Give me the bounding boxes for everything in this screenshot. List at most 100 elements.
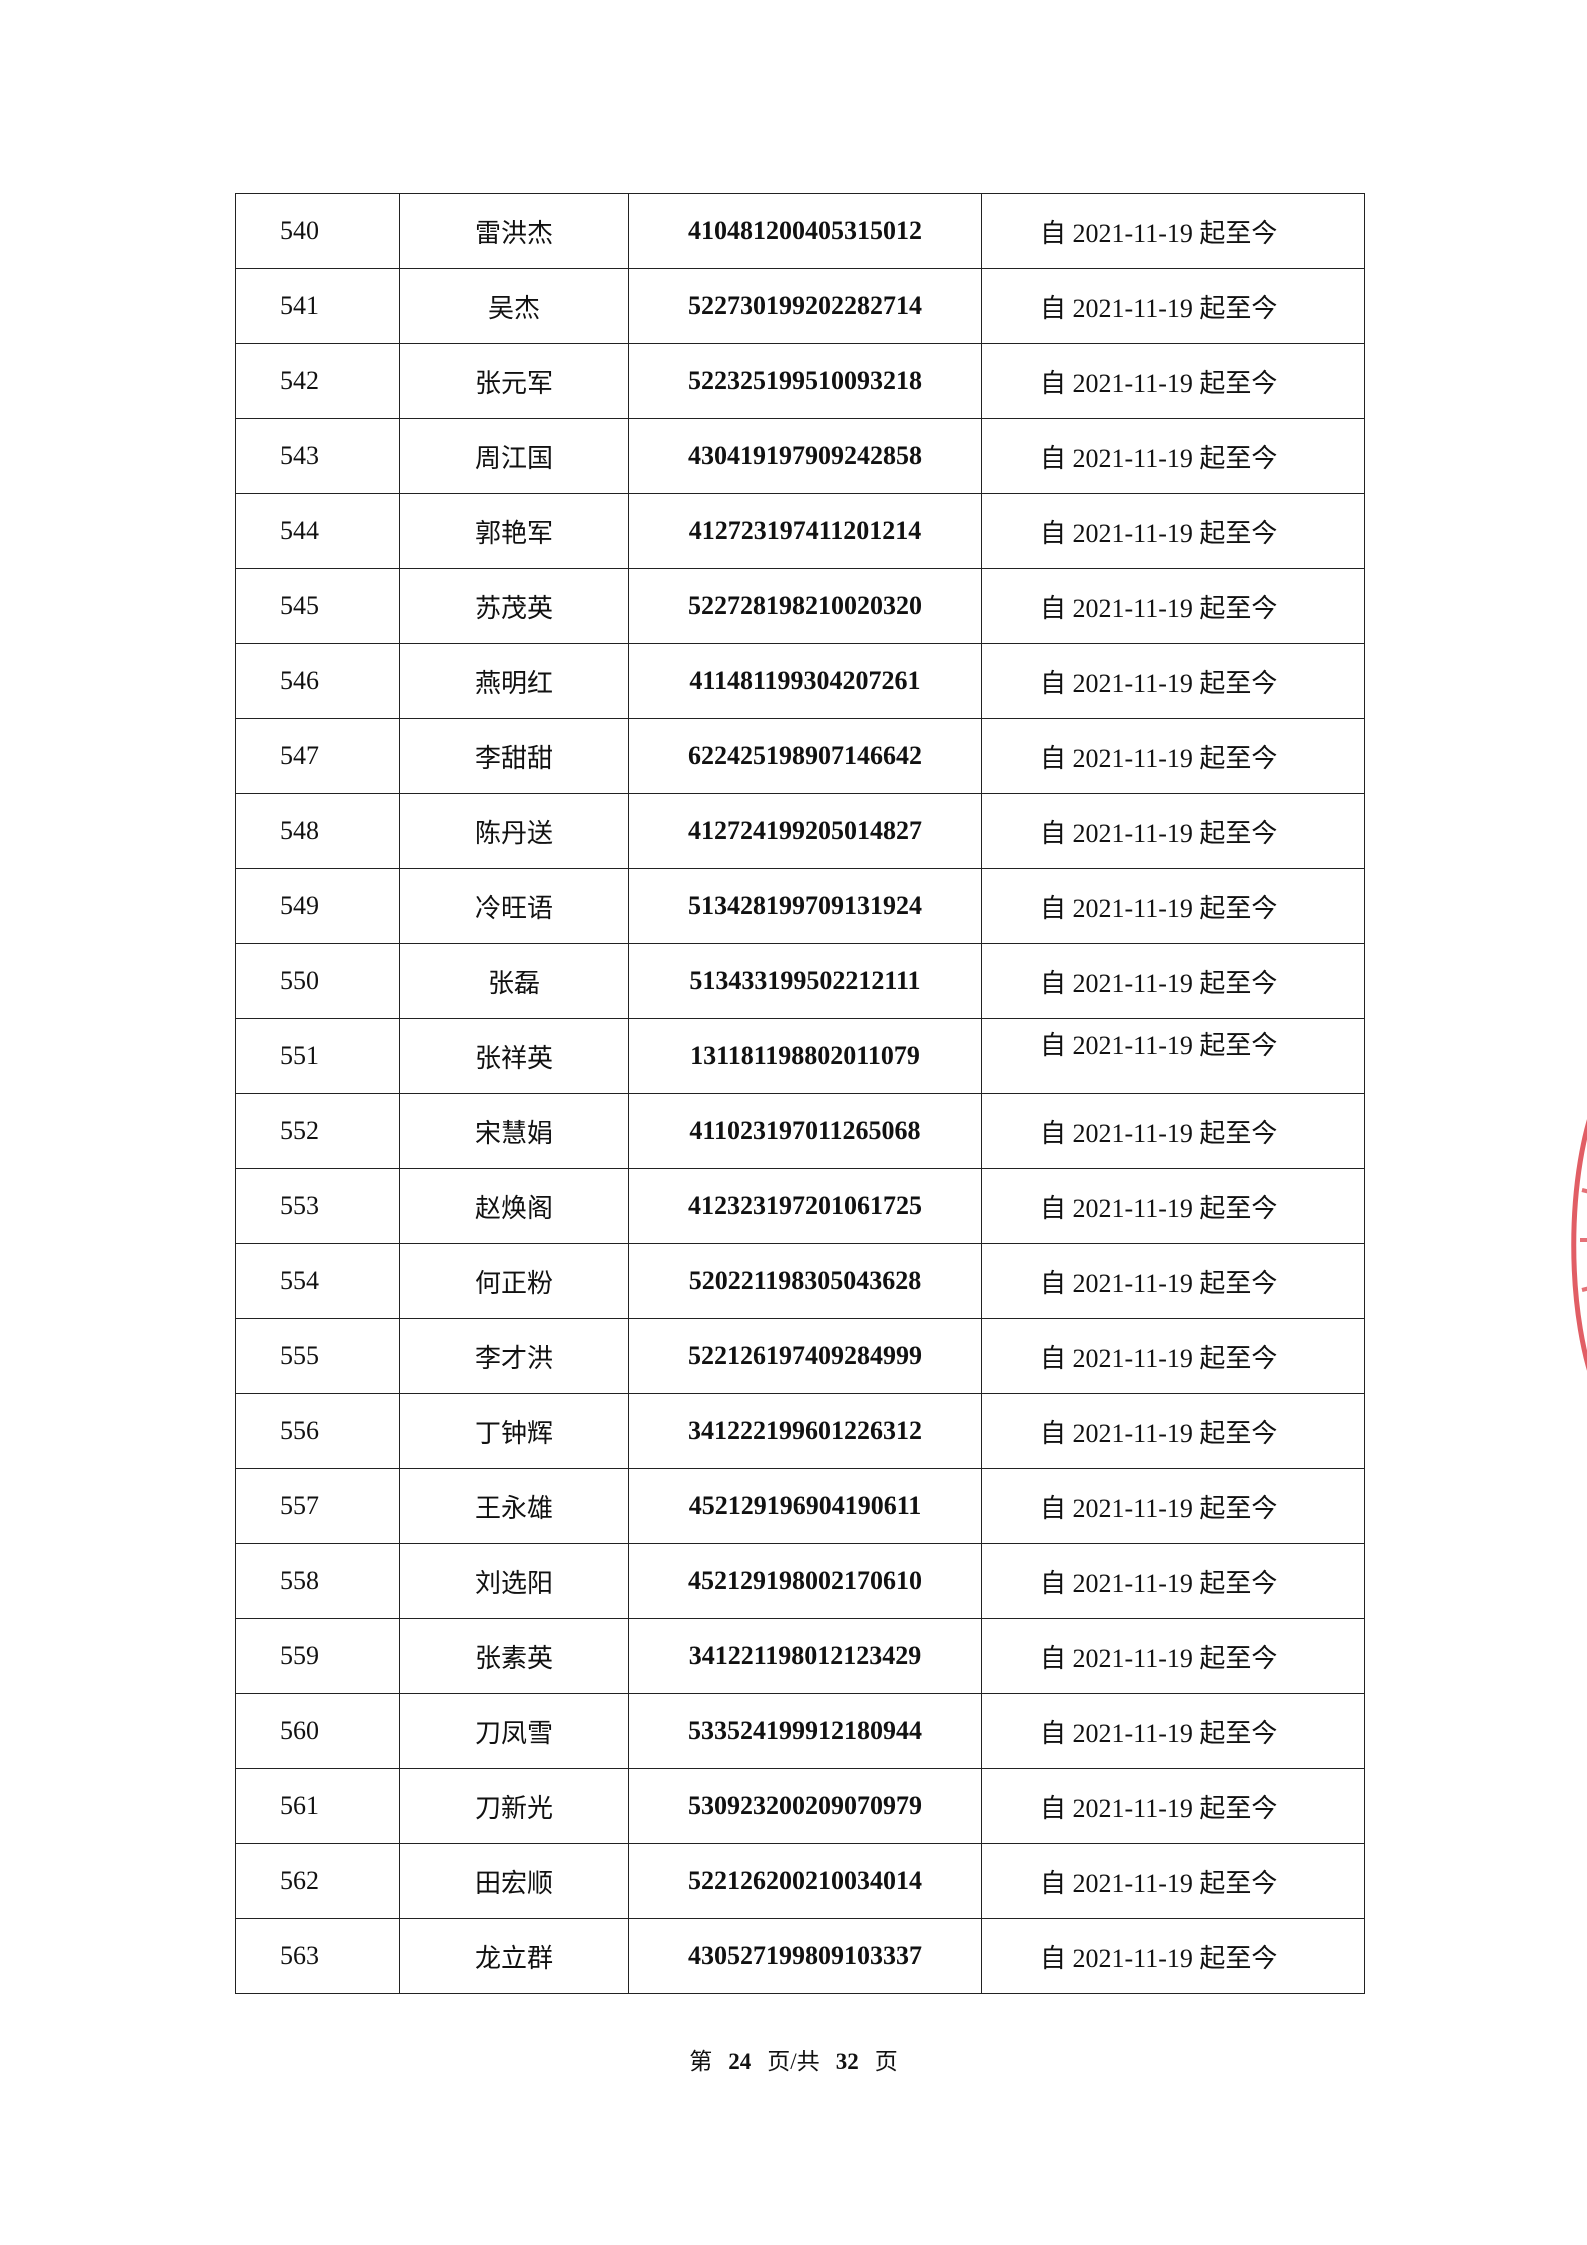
table-row: 547 李甜甜 622425198907146642 自 2021-11-19 起至今 bbox=[235, 718, 1365, 794]
id-number: 411023197011265068 bbox=[628, 1093, 982, 1169]
table-row: 558 刘选阳 452129198002170610 自 2021-11-19 起至今 bbox=[235, 1543, 1365, 1619]
person-name: 燕明红 bbox=[399, 643, 629, 719]
person-name: 王永雄 bbox=[399, 1468, 629, 1544]
person-name: 赵焕阁 bbox=[399, 1168, 629, 1244]
footer-prefix: 第 bbox=[689, 2049, 713, 2074]
table-row: 544 郭艳军 412723197411201214 自 2021-11-19 起至今 bbox=[235, 493, 1365, 569]
table-row: 553 赵焕阁 412323197201061725 自 2021-11-19 起至今 bbox=[235, 1168, 1365, 1244]
row-number: 554 bbox=[235, 1243, 400, 1319]
id-number: 522126197409284999 bbox=[628, 1318, 982, 1394]
row-number: 562 bbox=[235, 1843, 400, 1919]
row-number: 551 bbox=[235, 1018, 400, 1094]
id-number: 622425198907146642 bbox=[628, 718, 982, 794]
person-name: 龙立群 bbox=[399, 1918, 629, 1994]
valid-period: 自 2021-11-19 起至今 bbox=[981, 1093, 1365, 1169]
valid-period: 自 2021-11-19 起至今 bbox=[981, 1243, 1365, 1319]
person-name: 张磊 bbox=[399, 943, 629, 1019]
person-name: 宋慧娟 bbox=[399, 1093, 629, 1169]
row-number: 557 bbox=[235, 1468, 400, 1544]
valid-period: 自 2021-11-19 起至今 bbox=[981, 493, 1365, 569]
row-number: 552 bbox=[235, 1093, 400, 1169]
valid-period: 自 2021-11-19 起至今 bbox=[981, 793, 1365, 869]
valid-period: 自 2021-11-19 起至今 bbox=[981, 418, 1365, 494]
red-seal-stamp-partial bbox=[1571, 1119, 1587, 1371]
valid-period: 自 2021-11-19 起至今 bbox=[981, 1843, 1365, 1919]
person-name: 郭艳军 bbox=[399, 493, 629, 569]
person-name: 吴杰 bbox=[399, 268, 629, 344]
id-number: 522126200210034014 bbox=[628, 1843, 982, 1919]
valid-period: 自 2021-11-19 起至今 bbox=[981, 1468, 1365, 1544]
row-number: 553 bbox=[235, 1168, 400, 1244]
table-row: 562 田宏顺 522126200210034014 自 2021-11-19 起至今 bbox=[235, 1843, 1365, 1919]
person-name: 张元军 bbox=[399, 343, 629, 419]
valid-period: 自 2021-11-19 起至今 bbox=[981, 868, 1365, 944]
table-row: 552 宋慧娟 411023197011265068 自 2021-11-19 起至今 bbox=[235, 1093, 1365, 1169]
row-number: 549 bbox=[235, 868, 400, 944]
valid-period: 自 2021-11-19 起至今 bbox=[981, 1318, 1365, 1394]
valid-period: 自 2021-11-19 起至今 bbox=[981, 268, 1365, 344]
current-page: 24 bbox=[728, 2049, 752, 2074]
person-name: 刀新光 bbox=[399, 1768, 629, 1844]
id-number: 412723197411201214 bbox=[628, 493, 982, 569]
table-row: 540 雷洪杰 410481200405315012 自 2021-11-19 起至今 bbox=[235, 193, 1365, 269]
valid-period: 自 2021-11-19 起至今 bbox=[981, 1918, 1365, 1994]
valid-period: 自 2021-11-19 起至今 bbox=[981, 1768, 1365, 1844]
table-row: 549 冷旺语 513428199709131924 自 2021-11-19 起至今 bbox=[235, 868, 1365, 944]
table-row: 542 张元军 522325199510093218 自 2021-11-19 起至今 bbox=[235, 343, 1365, 419]
total-pages: 32 bbox=[835, 2049, 859, 2074]
table-row: 563 龙立群 430527199809103337 自 2021-11-19 起至今 bbox=[235, 1918, 1365, 1994]
row-number: 540 bbox=[235, 193, 400, 269]
table-row: 546 燕明红 411481199304207261 自 2021-11-19 起至今 bbox=[235, 643, 1365, 719]
table-row: 551 张祥英 131181198802011079 自 2021-11-19 起至今 bbox=[235, 1018, 1365, 1094]
row-number: 555 bbox=[235, 1318, 400, 1394]
id-number: 513433199502212111 bbox=[628, 943, 982, 1019]
id-number: 513428199709131924 bbox=[628, 868, 982, 944]
person-name: 冷旺语 bbox=[399, 868, 629, 944]
valid-period: 自 2021-11-19 起至今 bbox=[981, 943, 1365, 1019]
table-row: 555 李才洪 522126197409284999 自 2021-11-19 起至今 bbox=[235, 1318, 1365, 1394]
id-number: 522325199510093218 bbox=[628, 343, 982, 419]
row-number: 545 bbox=[235, 568, 400, 644]
table-row: 545 苏茂英 522728198210020320 自 2021-11-19 起至今 bbox=[235, 568, 1365, 644]
valid-period: 自 2021-11-19 起至今 bbox=[981, 1618, 1365, 1694]
id-number: 341221198012123429 bbox=[628, 1618, 982, 1694]
id-number: 412724199205014827 bbox=[628, 793, 982, 869]
person-name: 刀凤雪 bbox=[399, 1693, 629, 1769]
table-row: 554 何正粉 520221198305043628 自 2021-11-19 起至今 bbox=[235, 1243, 1365, 1319]
row-number: 550 bbox=[235, 943, 400, 1019]
valid-period: 自 2021-11-19 起至今 bbox=[981, 343, 1365, 419]
id-number: 520221198305043628 bbox=[628, 1243, 982, 1319]
row-number: 556 bbox=[235, 1393, 400, 1469]
id-number: 412323197201061725 bbox=[628, 1168, 982, 1244]
table-row: 556 丁钟辉 341222199601226312 自 2021-11-19 起至今 bbox=[235, 1393, 1365, 1469]
person-name: 何正粉 bbox=[399, 1243, 629, 1319]
id-number: 411481199304207261 bbox=[628, 643, 982, 719]
id-number: 341222199601226312 bbox=[628, 1393, 982, 1469]
valid-period: 自 2021-11-19 起至今 bbox=[981, 568, 1365, 644]
id-number: 452129196904190611 bbox=[628, 1468, 982, 1544]
person-name: 周江国 bbox=[399, 418, 629, 494]
row-number: 547 bbox=[235, 718, 400, 794]
valid-period: 自 2021-11-19 起至今 bbox=[981, 643, 1365, 719]
person-name: 田宏顺 bbox=[399, 1843, 629, 1919]
person-name: 苏茂英 bbox=[399, 568, 629, 644]
id-number: 533524199912180944 bbox=[628, 1693, 982, 1769]
id-number: 131181198802011079 bbox=[628, 1018, 982, 1094]
table-row: 550 张磊 513433199502212111 自 2021-11-19 起至今 bbox=[235, 943, 1365, 1019]
footer-suffix: 页 bbox=[874, 2049, 898, 2074]
table-row: 561 刀新光 530923200209070979 自 2021-11-19 起至今 bbox=[235, 1768, 1365, 1844]
person-name: 李甜甜 bbox=[399, 718, 629, 794]
person-name: 陈丹送 bbox=[399, 793, 629, 869]
row-number: 544 bbox=[235, 493, 400, 569]
person-name: 张祥英 bbox=[399, 1018, 629, 1094]
id-number: 452129198002170610 bbox=[628, 1543, 982, 1619]
valid-period: 自 2021-11-19 起至今 bbox=[981, 718, 1365, 794]
person-name: 刘选阳 bbox=[399, 1543, 629, 1619]
row-number: 558 bbox=[235, 1543, 400, 1619]
person-name: 丁钟辉 bbox=[399, 1393, 629, 1469]
row-number: 560 bbox=[235, 1693, 400, 1769]
id-number: 530923200209070979 bbox=[628, 1768, 982, 1844]
row-number: 548 bbox=[235, 793, 400, 869]
id-number: 430419197909242858 bbox=[628, 418, 982, 494]
id-number: 522728198210020320 bbox=[628, 568, 982, 644]
